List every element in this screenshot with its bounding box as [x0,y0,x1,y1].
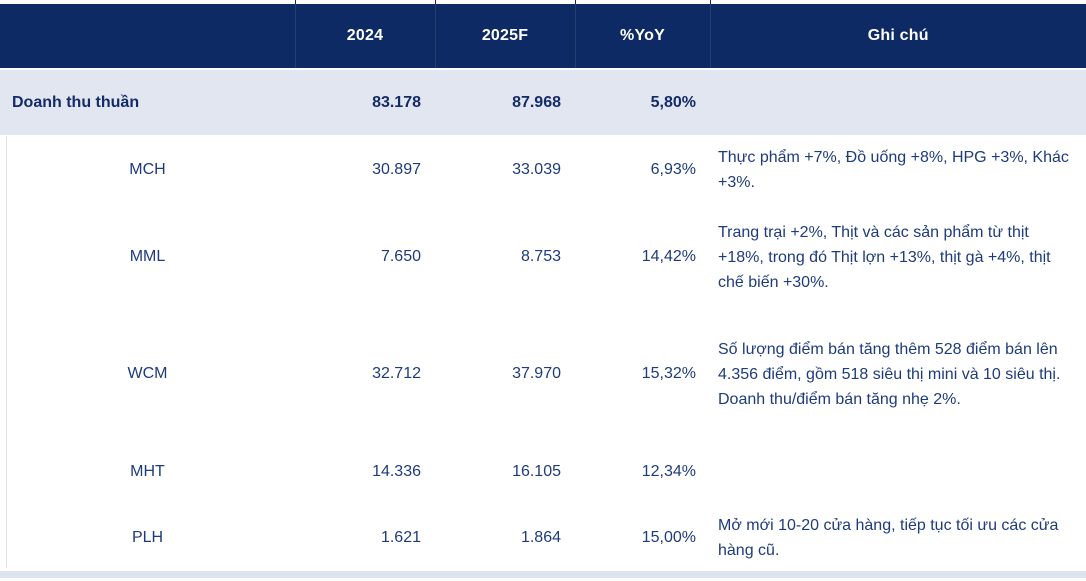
column-tick-mark [295,0,296,4]
segment-label: MCH [129,161,166,178]
row-mch: MCH 30.897 33.039 6,93% Thực phẩm +7%, Đ… [0,135,1086,205]
value-2024: 7.650 [380,248,421,265]
total-2024-value: 83.178 [372,93,421,111]
column-tick-mark [710,0,711,4]
note-text: Trang trại +2%, Thịt và các sản phẩm từ … [718,223,1051,291]
value-yoy: 6,93% [650,161,696,178]
segment-label: MML [129,248,166,265]
note-text [710,439,1086,505]
row-wcm: WCM 32.712 37.970 15,32% Số lượng điểm b… [0,309,1086,439]
row-total-doanh-thu-thuan: Doanh thu thuần 83.178 87.968 5,80% [0,69,1086,135]
forecast-table: 2024 2025F %YoY Ghi chú Doanh thu thuần … [0,4,1086,571]
value-yoy: 15,00% [641,529,696,546]
segment-label: MHT [130,463,165,480]
header-row: 2024 2025F %YoY Ghi chú [0,4,1086,70]
row-mht: MHT 14.336 16.105 12,34% [0,439,1086,505]
value-2024: 32.712 [372,365,421,382]
value-2024: 1.621 [380,529,421,546]
value-2025f: 33.039 [512,161,561,178]
segment-label: PLH [131,529,164,546]
value-2025f: 1.864 [520,529,561,546]
next-row-cropped-strip [0,571,1086,578]
col-header-note: Ghi chú [709,4,1086,70]
value-2024: 30.897 [372,161,421,178]
row-mml: MML 7.650 8.753 14,42% Trang trại +2%, T… [0,205,1086,309]
col-header-yoy: %YoY [574,4,710,70]
value-2025f: 16.105 [512,463,561,480]
total-yoy-value: 5,80% [650,93,696,111]
value-2025f: 37.970 [512,365,561,382]
segment-label: WCM [127,365,168,382]
col-header-empty [0,4,295,70]
total-note [710,69,1086,135]
value-yoy: 15,32% [641,365,696,382]
value-2024: 14.336 [372,463,421,480]
value-yoy: 14,42% [641,248,696,265]
total-label: Doanh thu thuần [12,93,140,111]
row-plh: PLH 1.621 1.864 15,00% Mở mới 10-20 cửa … [0,505,1086,571]
note-text: Thực phẩm +7%, Đồ uống +8%, HPG +3%, Khá… [718,149,1069,191]
note-text: Mở mới 10-20 cửa hàng, tiếp tục tối ưu c… [718,517,1059,559]
column-tick-mark [575,0,576,4]
value-yoy: 12,34% [641,463,696,480]
note-text: Số lượng điểm bán tăng thêm 528 điểm bán… [718,340,1061,408]
col-header-2025f: 2025F [434,4,575,70]
table-left-border [6,136,7,568]
total-2025f-value: 87.968 [512,93,561,111]
col-header-2024: 2024 [294,4,435,70]
column-tick-mark [435,0,436,4]
value-2025f: 8.753 [520,248,561,265]
